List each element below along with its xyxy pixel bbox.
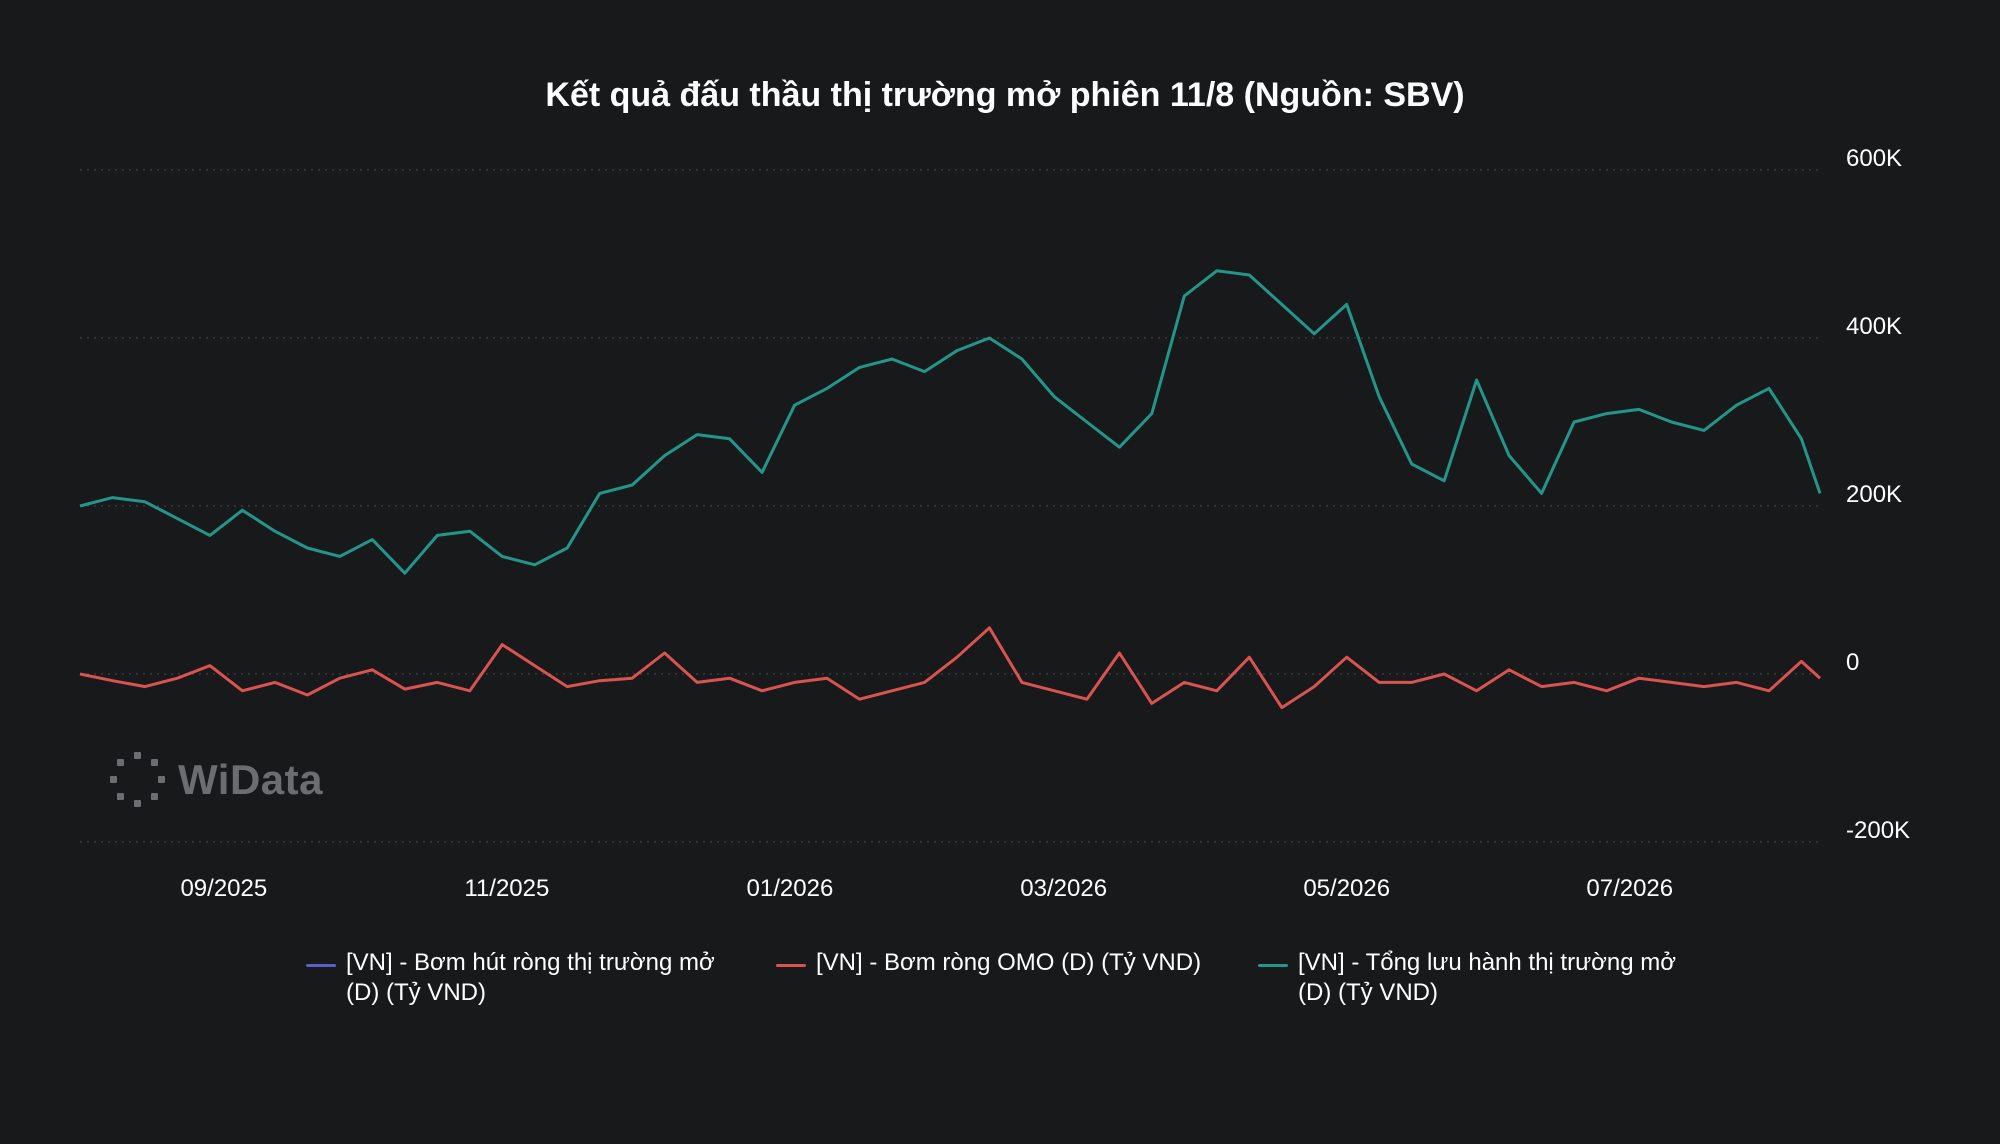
x-tick-label: 09/2025: [180, 875, 267, 902]
y-tick-label: 0: [1846, 649, 1859, 676]
x-axis: 09/2025 11/2025 01/2026 03/2026 05/2026 07/20…: [180, 875, 1673, 902]
x-tick-label: 11/2025: [464, 875, 549, 902]
watermark-text: WiData: [178, 756, 323, 803]
series-line-2: [79, 269, 1822, 575]
legend-swatch: [1258, 964, 1288, 967]
x-tick-label: 05/2026: [1303, 875, 1390, 902]
x-tick-label: 03/2026: [1020, 875, 1107, 902]
y-tick-label: 600K: [1846, 145, 1902, 172]
legend-label: [VN] - Bơm ròng OMO (D) (Tỷ VND): [816, 949, 1202, 976]
legend-item-tong-luu-hanh[interactable]: [VN] - Tổng lưu hành thị trường mở (D) (…: [1258, 948, 1698, 1008]
legend-swatch: [776, 964, 806, 967]
watermark-logo: WiData: [110, 752, 323, 808]
dots-logo-icon: [110, 752, 166, 808]
x-tick-label: 01/2026: [747, 875, 834, 902]
legend-swatch: [306, 964, 336, 967]
legend-label: [VN] - Bơm hút ròng thị trường mở (D) (T…: [346, 949, 715, 1006]
series-layer: [79, 269, 1822, 710]
y-axis: 600K 400K 200K 0 -200K: [1846, 145, 1910, 844]
legend: [VN] - Bơm hút ròng thị trường mở (D) (T…: [0, 948, 2000, 1028]
series-line-1: [79, 626, 1822, 710]
legend-label: [VN] - Tổng lưu hành thị trường mở (D) (…: [1298, 949, 1676, 1006]
legend-item-bom-hut-rong[interactable]: [VN] - Bơm hút ròng thị trường mở (D) (T…: [306, 948, 726, 1008]
y-tick-label: 200K: [1846, 481, 1902, 508]
legend-item-bom-rong-omo[interactable]: [VN] - Bơm ròng OMO (D) (Tỷ VND): [776, 948, 1226, 978]
chart-title: Kết quả đấu thầu thị trường mở phiên 11/…: [545, 76, 1464, 114]
x-tick-label: 07/2026: [1586, 875, 1673, 902]
y-tick-label: 400K: [1846, 313, 1902, 340]
grid: [80, 169, 1820, 843]
y-tick-label: -200K: [1846, 817, 1910, 844]
